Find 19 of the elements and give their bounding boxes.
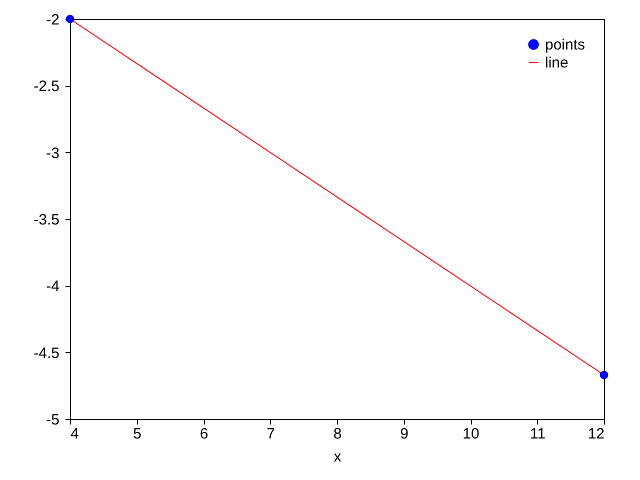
x-tick-label: 8 bbox=[333, 426, 342, 442]
x-tick-label: 7 bbox=[266, 426, 275, 442]
y-tick-label: -3.5 bbox=[34, 212, 60, 228]
x-tick-label: 12 bbox=[588, 426, 604, 442]
y-tick-label: -3 bbox=[46, 144, 60, 162]
y-tick-label: -2.5 bbox=[34, 78, 60, 96]
x-tick-label: 10 bbox=[462, 426, 480, 442]
y-tick-label: -5 bbox=[46, 412, 60, 428]
x-axis-title: x bbox=[334, 448, 342, 466]
y-tick-label: -4.5 bbox=[34, 344, 60, 362]
y-tick-label: -2 bbox=[46, 12, 60, 28]
legend-label: line bbox=[545, 54, 568, 72]
x-tick-label: 6 bbox=[200, 426, 208, 442]
x-tick-label: 5 bbox=[133, 426, 142, 442]
legend-label: points bbox=[545, 36, 586, 54]
x-tick-label: 4 bbox=[70, 426, 79, 442]
x-tick-label: 9 bbox=[400, 426, 408, 442]
x-tick-label: 11 bbox=[530, 426, 546, 442]
y-tick-label: -4 bbox=[46, 278, 60, 296]
